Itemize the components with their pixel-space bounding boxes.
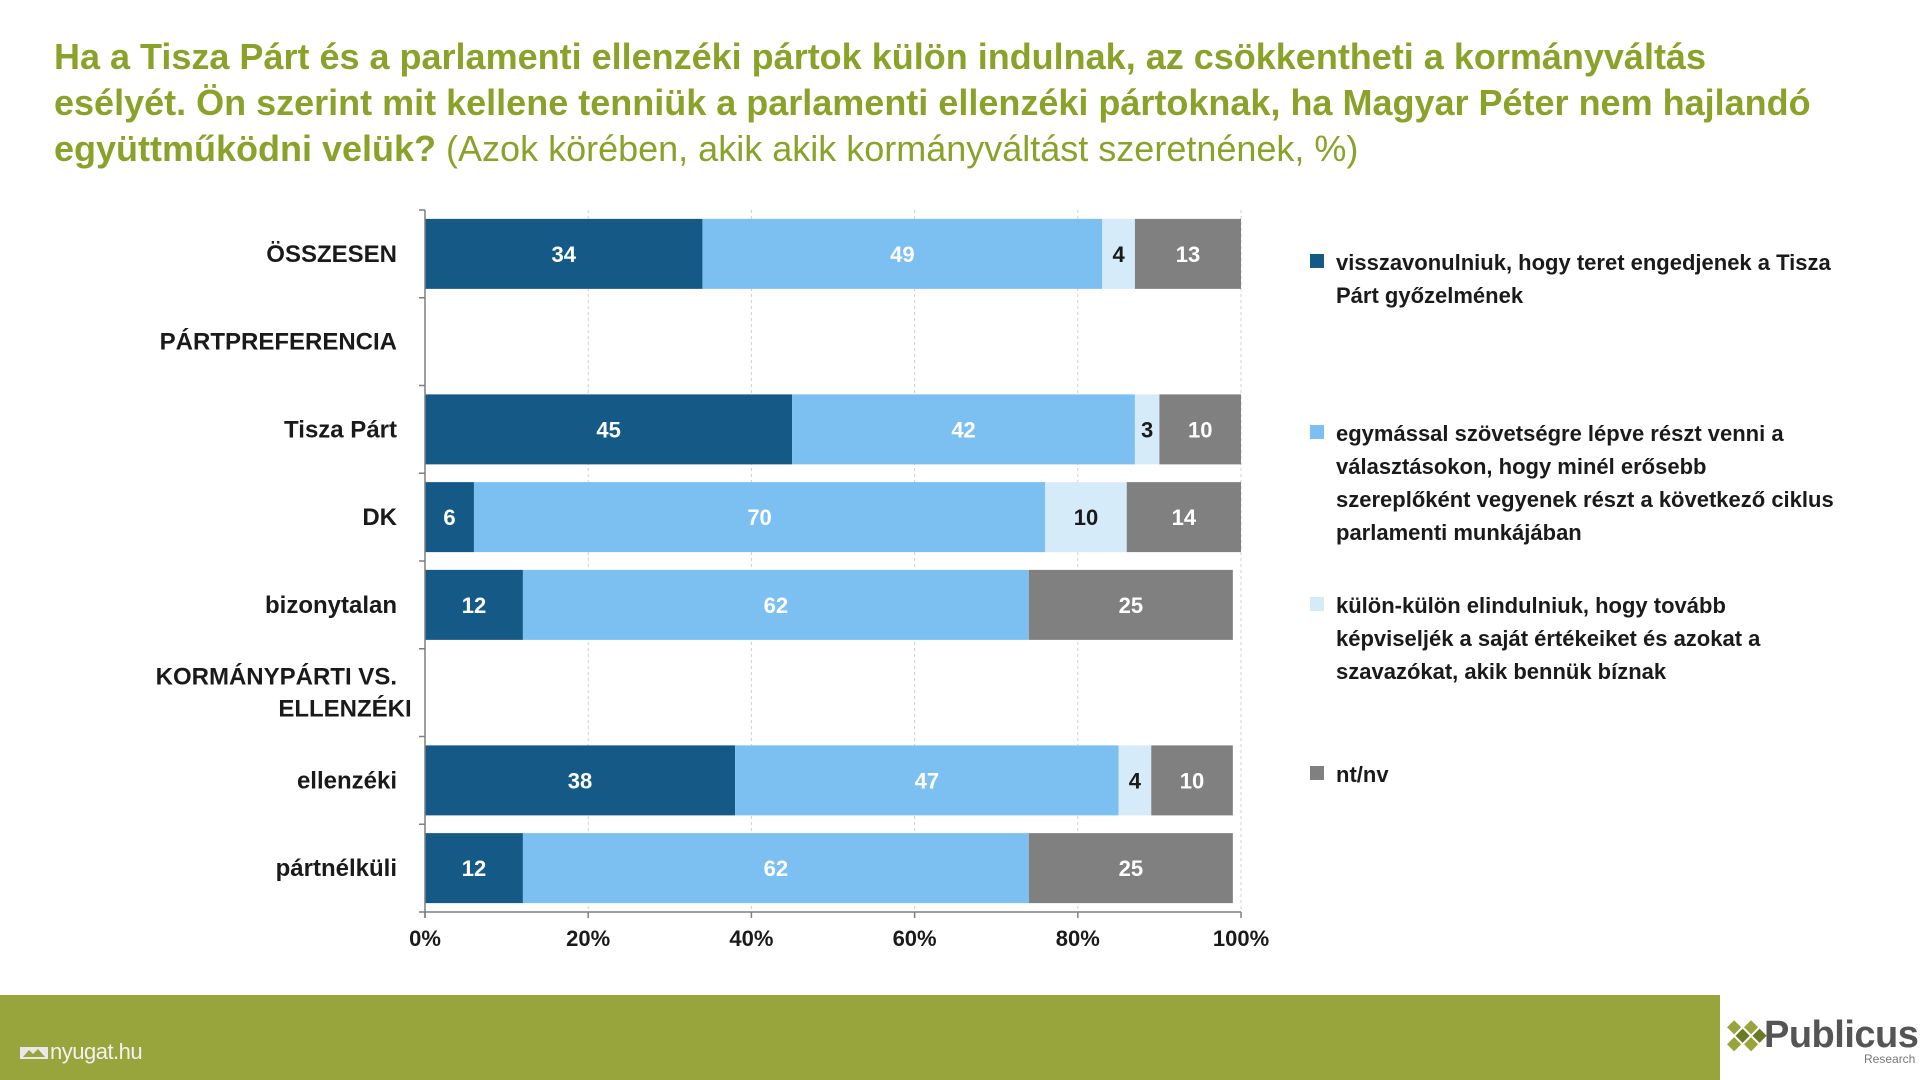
bar-segment [1102,218,1135,289]
legend-label: egymással szövetségre lépve részt venni … [1336,421,1834,545]
category-label: pártnélküli [276,855,397,882]
data-label: 25 [1119,856,1143,881]
data-label: 34 [551,242,576,267]
data-label: 62 [764,856,788,881]
x-tick-label: 20% [566,926,610,951]
data-label: 25 [1119,593,1143,618]
bar-segment [1126,482,1241,553]
bar-segment [425,482,474,553]
category-labels: ÖSSZESEN PÁRTPREFERENCIA Tisza Párt DK bizon… [156,241,412,882]
brand-name: Publicus [1764,1014,1919,1056]
source-text: nyugat.hu [50,1039,143,1064]
data-label: 47 [915,768,939,793]
category-label: ellenzéki [297,767,397,794]
bar-segment [522,569,1029,640]
data-label: 13 [1176,242,1200,267]
bar-segment [522,833,1029,904]
bar-segment [1118,745,1152,816]
data-label: 49 [890,242,914,267]
x-axis: 0% 20% 40% 60% 80% 100% [409,209,1269,951]
data-label: 4 [1129,768,1142,793]
bar-segment [1045,482,1127,553]
publicus-logo-icon [1722,1000,1920,1080]
data-label: 3 [1141,417,1153,442]
bar-segment [1159,394,1241,465]
source-label: nyugat.hu [20,1039,143,1069]
data-label: 38 [568,768,592,793]
category-label: PÁRTPREFERENCIA [160,328,397,356]
data-label: 45 [596,417,620,442]
bar-segment [735,745,1119,816]
data-label: 10 [1074,505,1098,530]
category-label: DK [362,504,397,531]
chart-title-main: Ha a Tisza Párt és a parlamenti ellenzék… [54,36,1811,169]
legend-swatch [1310,425,1324,439]
bar-segment [425,745,736,816]
bar-segment [425,833,523,904]
bar-segment [425,218,703,289]
x-tick-label: 0% [409,926,441,951]
data-label: 6 [443,505,455,530]
category-label: ELLENZÉKI [278,695,411,723]
data-label: 10 [1180,768,1204,793]
data-label: 14 [1172,505,1197,530]
x-tick-label: 80% [1056,926,1100,951]
bar-segment [1028,833,1233,904]
legend-swatch [1310,766,1324,780]
bar-segment [1134,394,1160,465]
chart-title: Ha a Tisza Párt és a parlamenti ellenzék… [54,34,1834,172]
data-label: 42 [951,417,975,442]
data-label: 12 [462,593,486,618]
category-label: bizonytalan [265,592,397,619]
bar-segment [1028,569,1233,640]
legend-swatch [1310,254,1324,268]
category-label: KORMÁNYPÁRTI VS. [156,663,397,691]
bar-segment [702,218,1103,289]
data-label: 10 [1188,417,1212,442]
legend-label: visszavonulniuk, hogy teret engedjenek a… [1336,250,1831,308]
bar-segment [425,394,793,465]
footer-bar [0,995,1720,1080]
data-label: 62 [764,593,788,618]
x-tick-label: 40% [729,926,773,951]
chart-title-subtitle: (Azok körében, akik akik kormányváltást … [436,128,1359,169]
x-tick-label: 60% [893,926,937,951]
data-label: 12 [462,856,486,881]
bar-segment [1134,218,1241,289]
bar-segment [1151,745,1233,816]
brand-subtitle: Research [1864,1052,1916,1066]
legend-label: külön-külön elindulniuk, hogy tovább kép… [1336,593,1761,684]
bar-segment [792,394,1135,465]
bar-chart: 34 49 4 13 45 42 3 10 6 70 10 14 12 62 25 38 47 4 10 12 62 25… [156,209,1269,951]
data-label: 70 [747,505,771,530]
bar-segment [473,482,1046,553]
legend-swatch [1310,597,1324,611]
category-label: Tisza Párt [284,416,397,443]
legend-label: nt/nv [1336,762,1389,787]
category-label: ÖSSZESEN [266,241,397,268]
bars: 34 49 4 13 45 42 3 10 6 70 10 14 12 62 25 38 47 4 10 12 62 25 [425,218,1241,904]
data-label: 4 [1112,242,1125,267]
x-tick-label: 100% [1213,926,1269,951]
nyugat-logo-icon [20,1047,48,1060]
bar-segment [425,569,523,640]
